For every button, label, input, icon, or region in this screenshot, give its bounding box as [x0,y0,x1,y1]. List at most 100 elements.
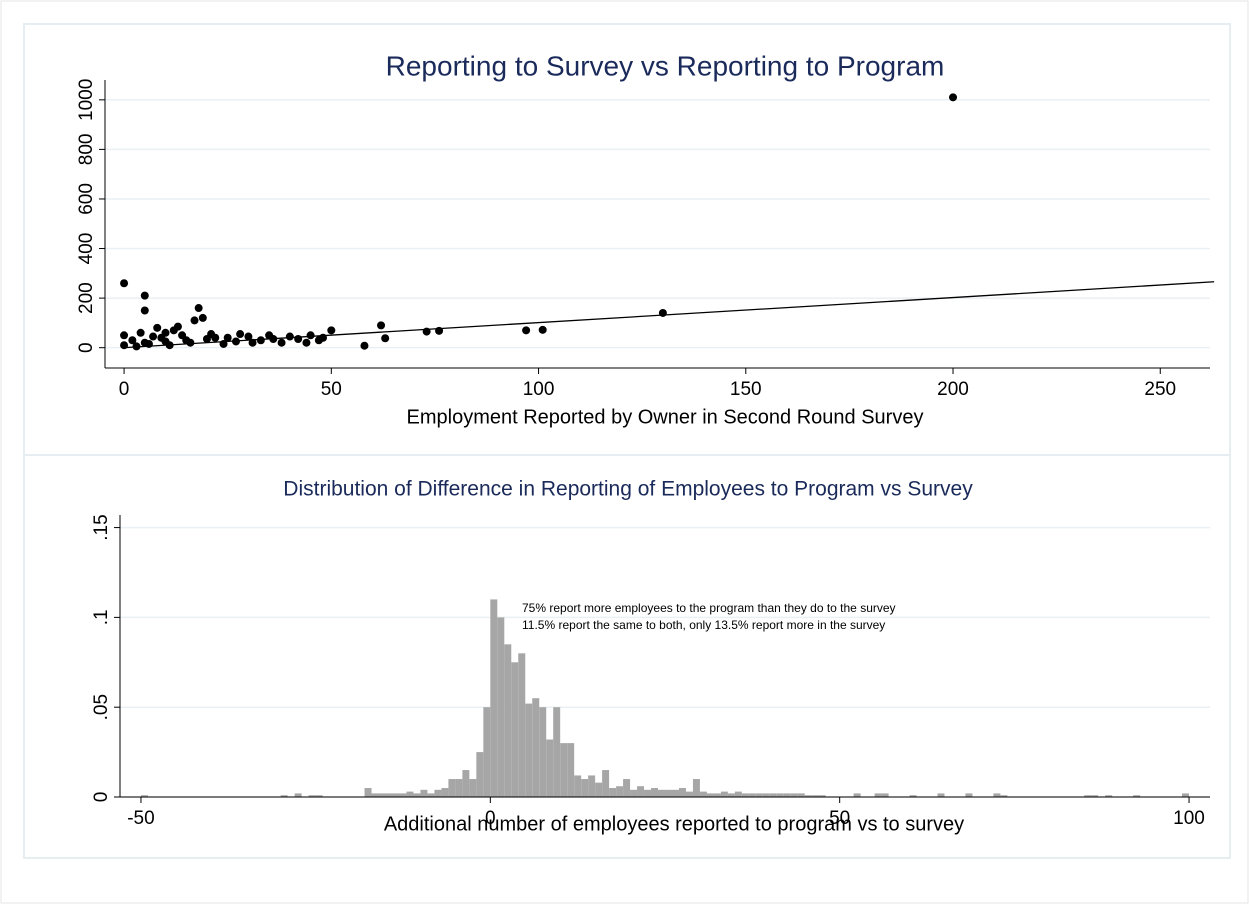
point [186,338,195,347]
bar [525,703,533,797]
bar [581,779,589,797]
point [381,334,390,343]
point [153,323,162,332]
bar [1133,795,1141,797]
y-tick-label: .1 [91,609,112,625]
bar [140,795,148,797]
bar [364,788,372,797]
point [194,304,203,313]
bar [762,793,770,797]
bar [874,793,882,797]
bar [769,793,777,797]
bar [518,653,526,797]
annotation: 75% report more employees to the program… [522,601,896,615]
y-tick-label: 0 [91,792,112,803]
y-tick-label: .05 [91,694,112,720]
bar [315,795,323,797]
bar [811,795,819,797]
bar [630,789,638,797]
bar [755,793,763,797]
y-tick-label: 200 [76,282,97,314]
bar [741,793,749,797]
bar [413,793,421,797]
chart-title: Distribution of Difference in Reporting … [283,478,973,501]
bar [392,793,400,797]
x-tick-label: 50 [829,808,850,829]
bar [294,793,302,797]
x-axis-label: Additional number of employees reported … [384,813,964,835]
bar [651,788,659,797]
y-tick-label: .15 [91,514,112,540]
point [207,330,216,339]
bar [399,793,407,797]
bar [1105,795,1113,797]
point [302,338,311,347]
annotation: 11.5% report the same to both, only 13.5… [522,618,885,632]
point [178,331,187,340]
bar [553,707,561,797]
point [223,333,232,342]
point [157,333,166,342]
bar [483,707,491,797]
y-tick-label: 400 [76,233,97,265]
bar [539,707,547,797]
point [190,316,199,325]
bar [1000,795,1008,797]
bar [378,793,386,797]
point [277,338,286,347]
point [314,336,323,345]
fit-line [124,281,1215,349]
bar [1091,795,1099,797]
bar [371,793,379,797]
panel-frame [23,23,1231,859]
point [136,328,145,337]
x-tick-label: 200 [937,379,969,400]
bar [665,789,672,797]
point [285,332,294,341]
bar [748,793,756,797]
bar [532,698,540,797]
bar [448,779,456,797]
bar [497,617,505,797]
bar [881,793,889,797]
bar [469,779,477,797]
bar [511,662,519,797]
x-tick-label: 50 [321,379,342,400]
bar [1182,793,1190,797]
point [149,332,158,341]
bar [546,739,554,797]
bar [280,795,288,797]
x-tick-label: -50 [127,808,154,829]
bar [692,779,700,797]
bar [434,789,442,797]
bar [385,793,393,797]
x-axis-label: Employment Reported by Owner in Second R… [407,406,924,428]
bar [678,788,686,797]
bar [853,793,861,797]
bar [616,786,624,797]
bar [658,789,665,797]
point [256,336,265,345]
bar [818,795,826,797]
point [949,93,958,102]
point [128,336,137,345]
point [244,332,253,341]
bar [734,791,742,797]
point [377,321,386,330]
point [236,330,245,339]
bar [308,795,316,797]
bar [574,775,582,797]
point [140,306,149,315]
bar [490,599,498,797]
bar [567,743,575,797]
point [538,325,547,334]
point [140,291,149,300]
point [360,341,369,350]
bar [671,789,679,797]
bar [588,775,596,797]
bar [644,789,652,797]
bar [623,779,631,797]
point [327,326,336,335]
point [120,331,129,340]
